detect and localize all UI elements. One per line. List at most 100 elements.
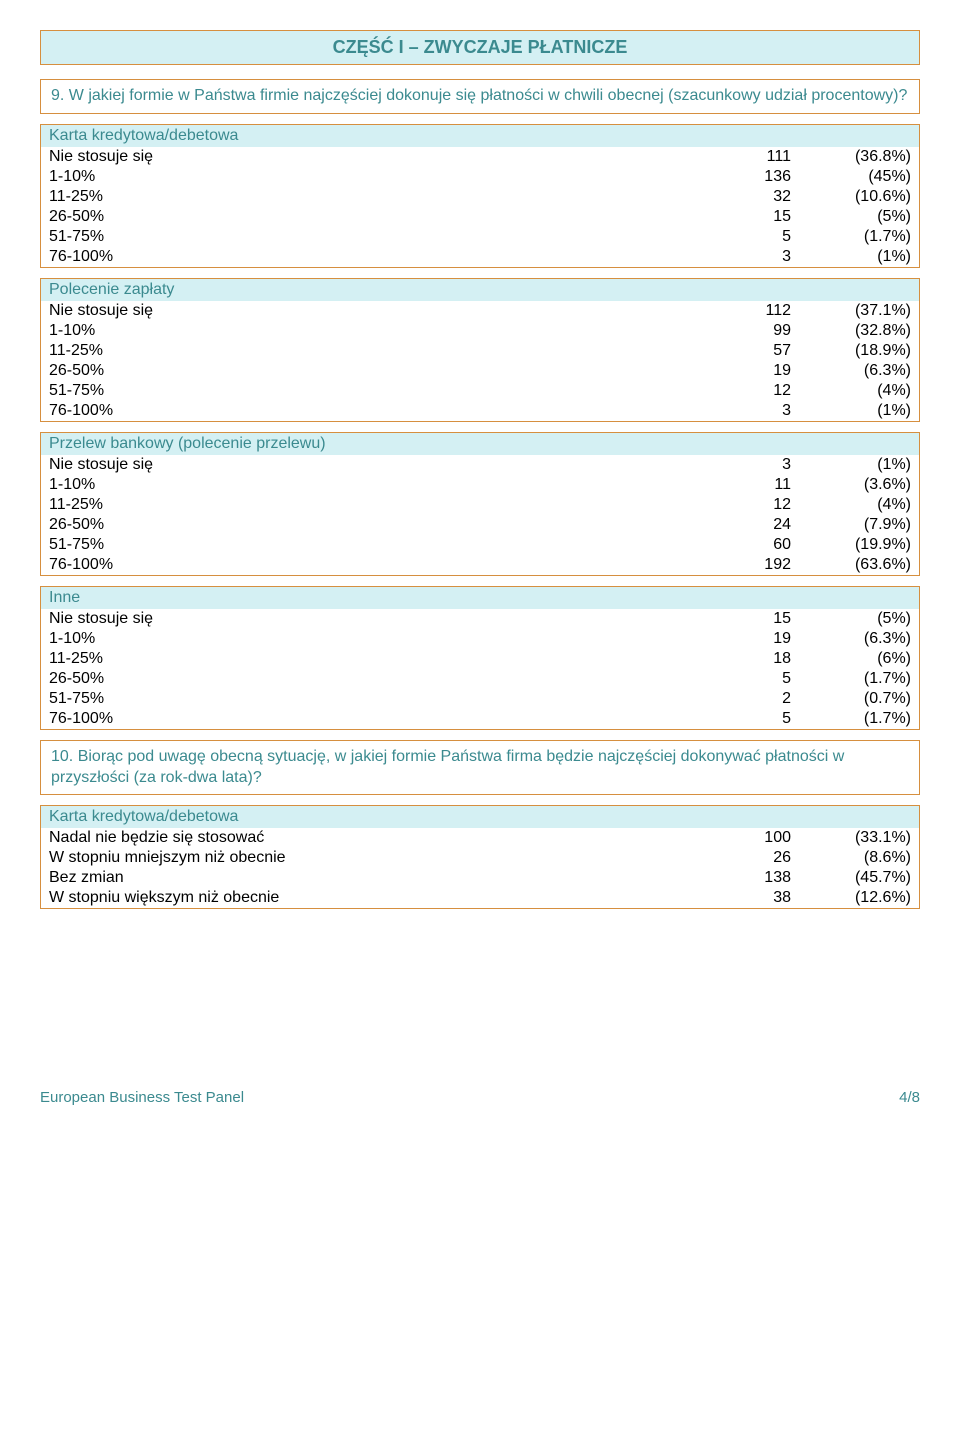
table-row: Nie stosuje się111(36.8%)	[41, 147, 919, 167]
footer-left: European Business Test Panel	[40, 1089, 244, 1106]
row-pct: (1.7%)	[791, 710, 911, 728]
row-label: Nie stosuje się	[49, 456, 711, 474]
row-pct: (4%)	[791, 496, 911, 514]
row-count: 5	[711, 710, 791, 728]
table-row: 76-100%3(1%)	[41, 247, 919, 267]
row-count: 3	[711, 456, 791, 474]
table-row: W stopniu mniejszym niż obecnie26(8.6%)	[41, 848, 919, 868]
row-count: 136	[711, 168, 791, 186]
table-row: 11-25%57(18.9%)	[41, 341, 919, 361]
question-9: 9. W jakiej formie w Państwa firmie najc…	[40, 79, 920, 114]
row-count: 19	[711, 362, 791, 380]
row-pct: (6.3%)	[791, 362, 911, 380]
row-pct: (18.9%)	[791, 342, 911, 360]
row-label: 51-75%	[49, 382, 711, 400]
row-pct: (10.6%)	[791, 188, 911, 206]
row-label: 76-100%	[49, 248, 711, 266]
row-pct: (1%)	[791, 402, 911, 420]
row-label: Nie stosuje się	[49, 610, 711, 628]
row-count: 60	[711, 536, 791, 554]
table-row: 51-75%60(19.9%)	[41, 535, 919, 555]
group-polecenie: Polecenie zapłaty Nie stosuje się112(37.…	[40, 278, 920, 422]
row-label: Nie stosuje się	[49, 302, 711, 320]
row-label: 1-10%	[49, 322, 711, 340]
table-row: Nie stosuje się3(1%)	[41, 455, 919, 475]
table-row: Nie stosuje się112(37.1%)	[41, 301, 919, 321]
row-count: 15	[711, 610, 791, 628]
row-count: 24	[711, 516, 791, 534]
group-head: Inne	[41, 587, 919, 609]
row-pct: (8.6%)	[791, 849, 911, 867]
group-przelew: Przelew bankowy (polecenie przelewu) Nie…	[40, 432, 920, 576]
table-row: 1-10%136(45%)	[41, 167, 919, 187]
question-10: 10. Biorąc pod uwagę obecną sytuację, w …	[40, 740, 920, 796]
row-label: 26-50%	[49, 362, 711, 380]
table-row: Nadal nie będzie się stosować100(33.1%)	[41, 828, 919, 848]
row-label: 1-10%	[49, 168, 711, 186]
row-pct: (6.3%)	[791, 630, 911, 648]
footer-right: 4/8	[899, 1089, 920, 1106]
row-label: 11-25%	[49, 650, 711, 668]
row-pct: (12.6%)	[791, 889, 911, 907]
row-pct: (45.7%)	[791, 869, 911, 887]
row-pct: (1%)	[791, 248, 911, 266]
row-count: 5	[711, 228, 791, 246]
table-row: 26-50%15(5%)	[41, 207, 919, 227]
table-row: Bez zmian138(45.7%)	[41, 868, 919, 888]
row-label: 1-10%	[49, 476, 711, 494]
group-head: Przelew bankowy (polecenie przelewu)	[41, 433, 919, 455]
row-count: 112	[711, 302, 791, 320]
table-row: 11-25%12(4%)	[41, 495, 919, 515]
section-title-box: CZĘŚĆ I – ZWYCZAJE PŁATNICZE	[40, 30, 920, 65]
row-label: Bez zmian	[49, 869, 711, 887]
row-count: 3	[711, 402, 791, 420]
table-row: 51-75%5(1.7%)	[41, 227, 919, 247]
row-count: 99	[711, 322, 791, 340]
group-karta-future: Karta kredytowa/debetowa Nadal nie będzi…	[40, 805, 920, 909]
row-label: 11-25%	[49, 496, 711, 514]
table-row: 76-100%192(63.6%)	[41, 555, 919, 575]
row-label: 51-75%	[49, 690, 711, 708]
row-pct: (1.7%)	[791, 228, 911, 246]
row-pct: (32.8%)	[791, 322, 911, 340]
table-row: 51-75%2(0.7%)	[41, 689, 919, 709]
row-count: 100	[711, 829, 791, 847]
row-count: 111	[711, 148, 791, 166]
row-label: Nie stosuje się	[49, 148, 711, 166]
row-label: W stopniu większym niż obecnie	[49, 889, 711, 907]
table-row: 11-25%32(10.6%)	[41, 187, 919, 207]
row-pct: (0.7%)	[791, 690, 911, 708]
row-label: W stopniu mniejszym niż obecnie	[49, 849, 711, 867]
row-label: 11-25%	[49, 188, 711, 206]
row-count: 2	[711, 690, 791, 708]
group-head: Polecenie zapłaty	[41, 279, 919, 301]
table-row: W stopniu większym niż obecnie38(12.6%)	[41, 888, 919, 908]
row-label: 26-50%	[49, 208, 711, 226]
row-pct: (1.7%)	[791, 670, 911, 688]
row-count: 3	[711, 248, 791, 266]
row-count: 38	[711, 889, 791, 907]
row-label: 26-50%	[49, 670, 711, 688]
row-label: 26-50%	[49, 516, 711, 534]
row-label: 51-75%	[49, 536, 711, 554]
row-count: 32	[711, 188, 791, 206]
row-label: 1-10%	[49, 630, 711, 648]
row-pct: (4%)	[791, 382, 911, 400]
table-row: 76-100%5(1.7%)	[41, 709, 919, 729]
row-pct: (33.1%)	[791, 829, 911, 847]
row-count: 192	[711, 556, 791, 574]
page-footer: European Business Test Panel 4/8	[40, 1089, 920, 1106]
table-row: 1-10%99(32.8%)	[41, 321, 919, 341]
table-row: 26-50%19(6.3%)	[41, 361, 919, 381]
group-karta: Karta kredytowa/debetowa Nie stosuje się…	[40, 124, 920, 268]
row-label: 76-100%	[49, 710, 711, 728]
row-pct: (5%)	[791, 610, 911, 628]
row-count: 26	[711, 849, 791, 867]
row-count: 12	[711, 382, 791, 400]
row-count: 11	[711, 476, 791, 494]
row-label: 11-25%	[49, 342, 711, 360]
table-row: 26-50%24(7.9%)	[41, 515, 919, 535]
row-pct: (3.6%)	[791, 476, 911, 494]
row-label: 76-100%	[49, 402, 711, 420]
row-pct: (36.8%)	[791, 148, 911, 166]
